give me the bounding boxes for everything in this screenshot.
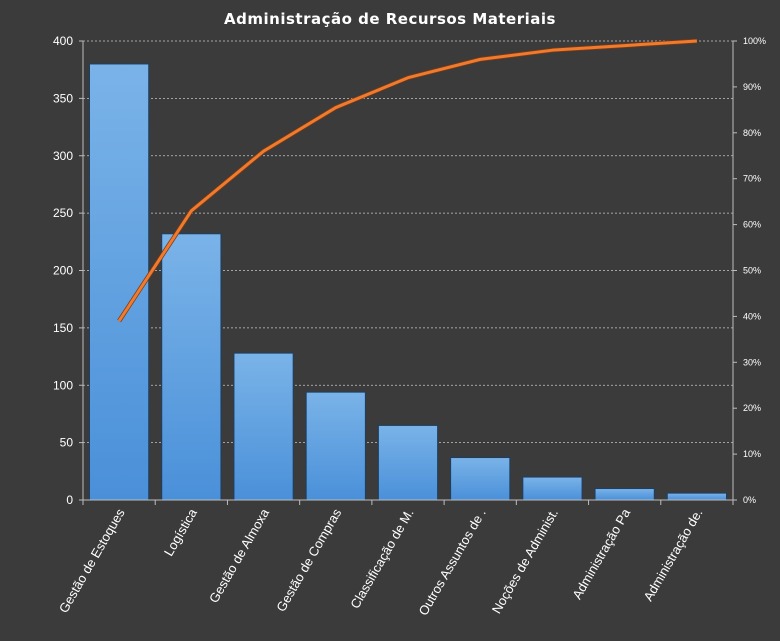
- bar: [666, 492, 727, 501]
- x-tick-label: Noções de Administ.: [489, 506, 561, 616]
- axes: [79, 40, 737, 505]
- y2-tick-label: 100%: [743, 36, 766, 46]
- y2-tick-label: 50%: [743, 266, 761, 276]
- bar: [305, 391, 366, 501]
- y-tick-label: 150: [53, 321, 73, 335]
- y2-tick-label: 0%: [743, 495, 756, 505]
- y-tick-label: 400: [53, 34, 73, 48]
- x-tick-label: Administração de.: [640, 506, 705, 604]
- y2-tick-labels: 0% 10% 20% 30% 40% 50% 60% 70% 80% 90% 100%: [743, 36, 766, 505]
- y-tick-label: 50: [60, 436, 74, 450]
- x-tick-label: Gestão de Almoxa: [206, 505, 272, 605]
- x-tick-label: Logística: [161, 505, 200, 558]
- y-tick-label: 350: [53, 91, 73, 105]
- y2-tick-label: 30%: [743, 357, 761, 367]
- y-tick-label: 100: [53, 378, 73, 392]
- x-tick-label: Outros Assuntos de .: [415, 506, 488, 618]
- y-tick-label: 0: [66, 493, 73, 507]
- bar: [89, 63, 150, 501]
- y-tick-label: 200: [53, 264, 73, 278]
- y-tick-labels: 0 50 100 150 200 250 300 350 400: [53, 34, 73, 507]
- y2-tick-label: 80%: [743, 128, 761, 138]
- y2-tick-label: 90%: [743, 82, 761, 92]
- y2-tick-label: 60%: [743, 220, 761, 230]
- y2-tick-label: 70%: [743, 174, 761, 184]
- y-tick-label: 250: [53, 206, 73, 220]
- x-tick-label: Gestão de Estoques: [56, 506, 128, 616]
- y-tick-label: 300: [53, 149, 73, 163]
- x-tick-label: Classificação de M.: [347, 506, 416, 611]
- x-tick-label: Administração Pa: [569, 505, 633, 601]
- cumulative-percent-line: [117, 39, 697, 322]
- x-tick-label: Gestão de Compras: [273, 506, 344, 615]
- y2-tick-label: 40%: [743, 311, 761, 321]
- y2-tick-label: 20%: [743, 403, 761, 413]
- bars: [89, 63, 727, 501]
- y2-tick-label: 10%: [743, 449, 761, 459]
- bar: [233, 352, 294, 501]
- cumulative-line: [117, 38, 698, 323]
- bar: [522, 476, 583, 501]
- bar: [161, 233, 222, 501]
- bar: [594, 488, 655, 501]
- chart-title: Administração de Recursos Materiais: [224, 10, 556, 28]
- bar: [450, 457, 511, 501]
- bar: [377, 424, 439, 501]
- x-tick-labels: Gestão de Estoques Logística Gestão de Alm…: [56, 505, 706, 618]
